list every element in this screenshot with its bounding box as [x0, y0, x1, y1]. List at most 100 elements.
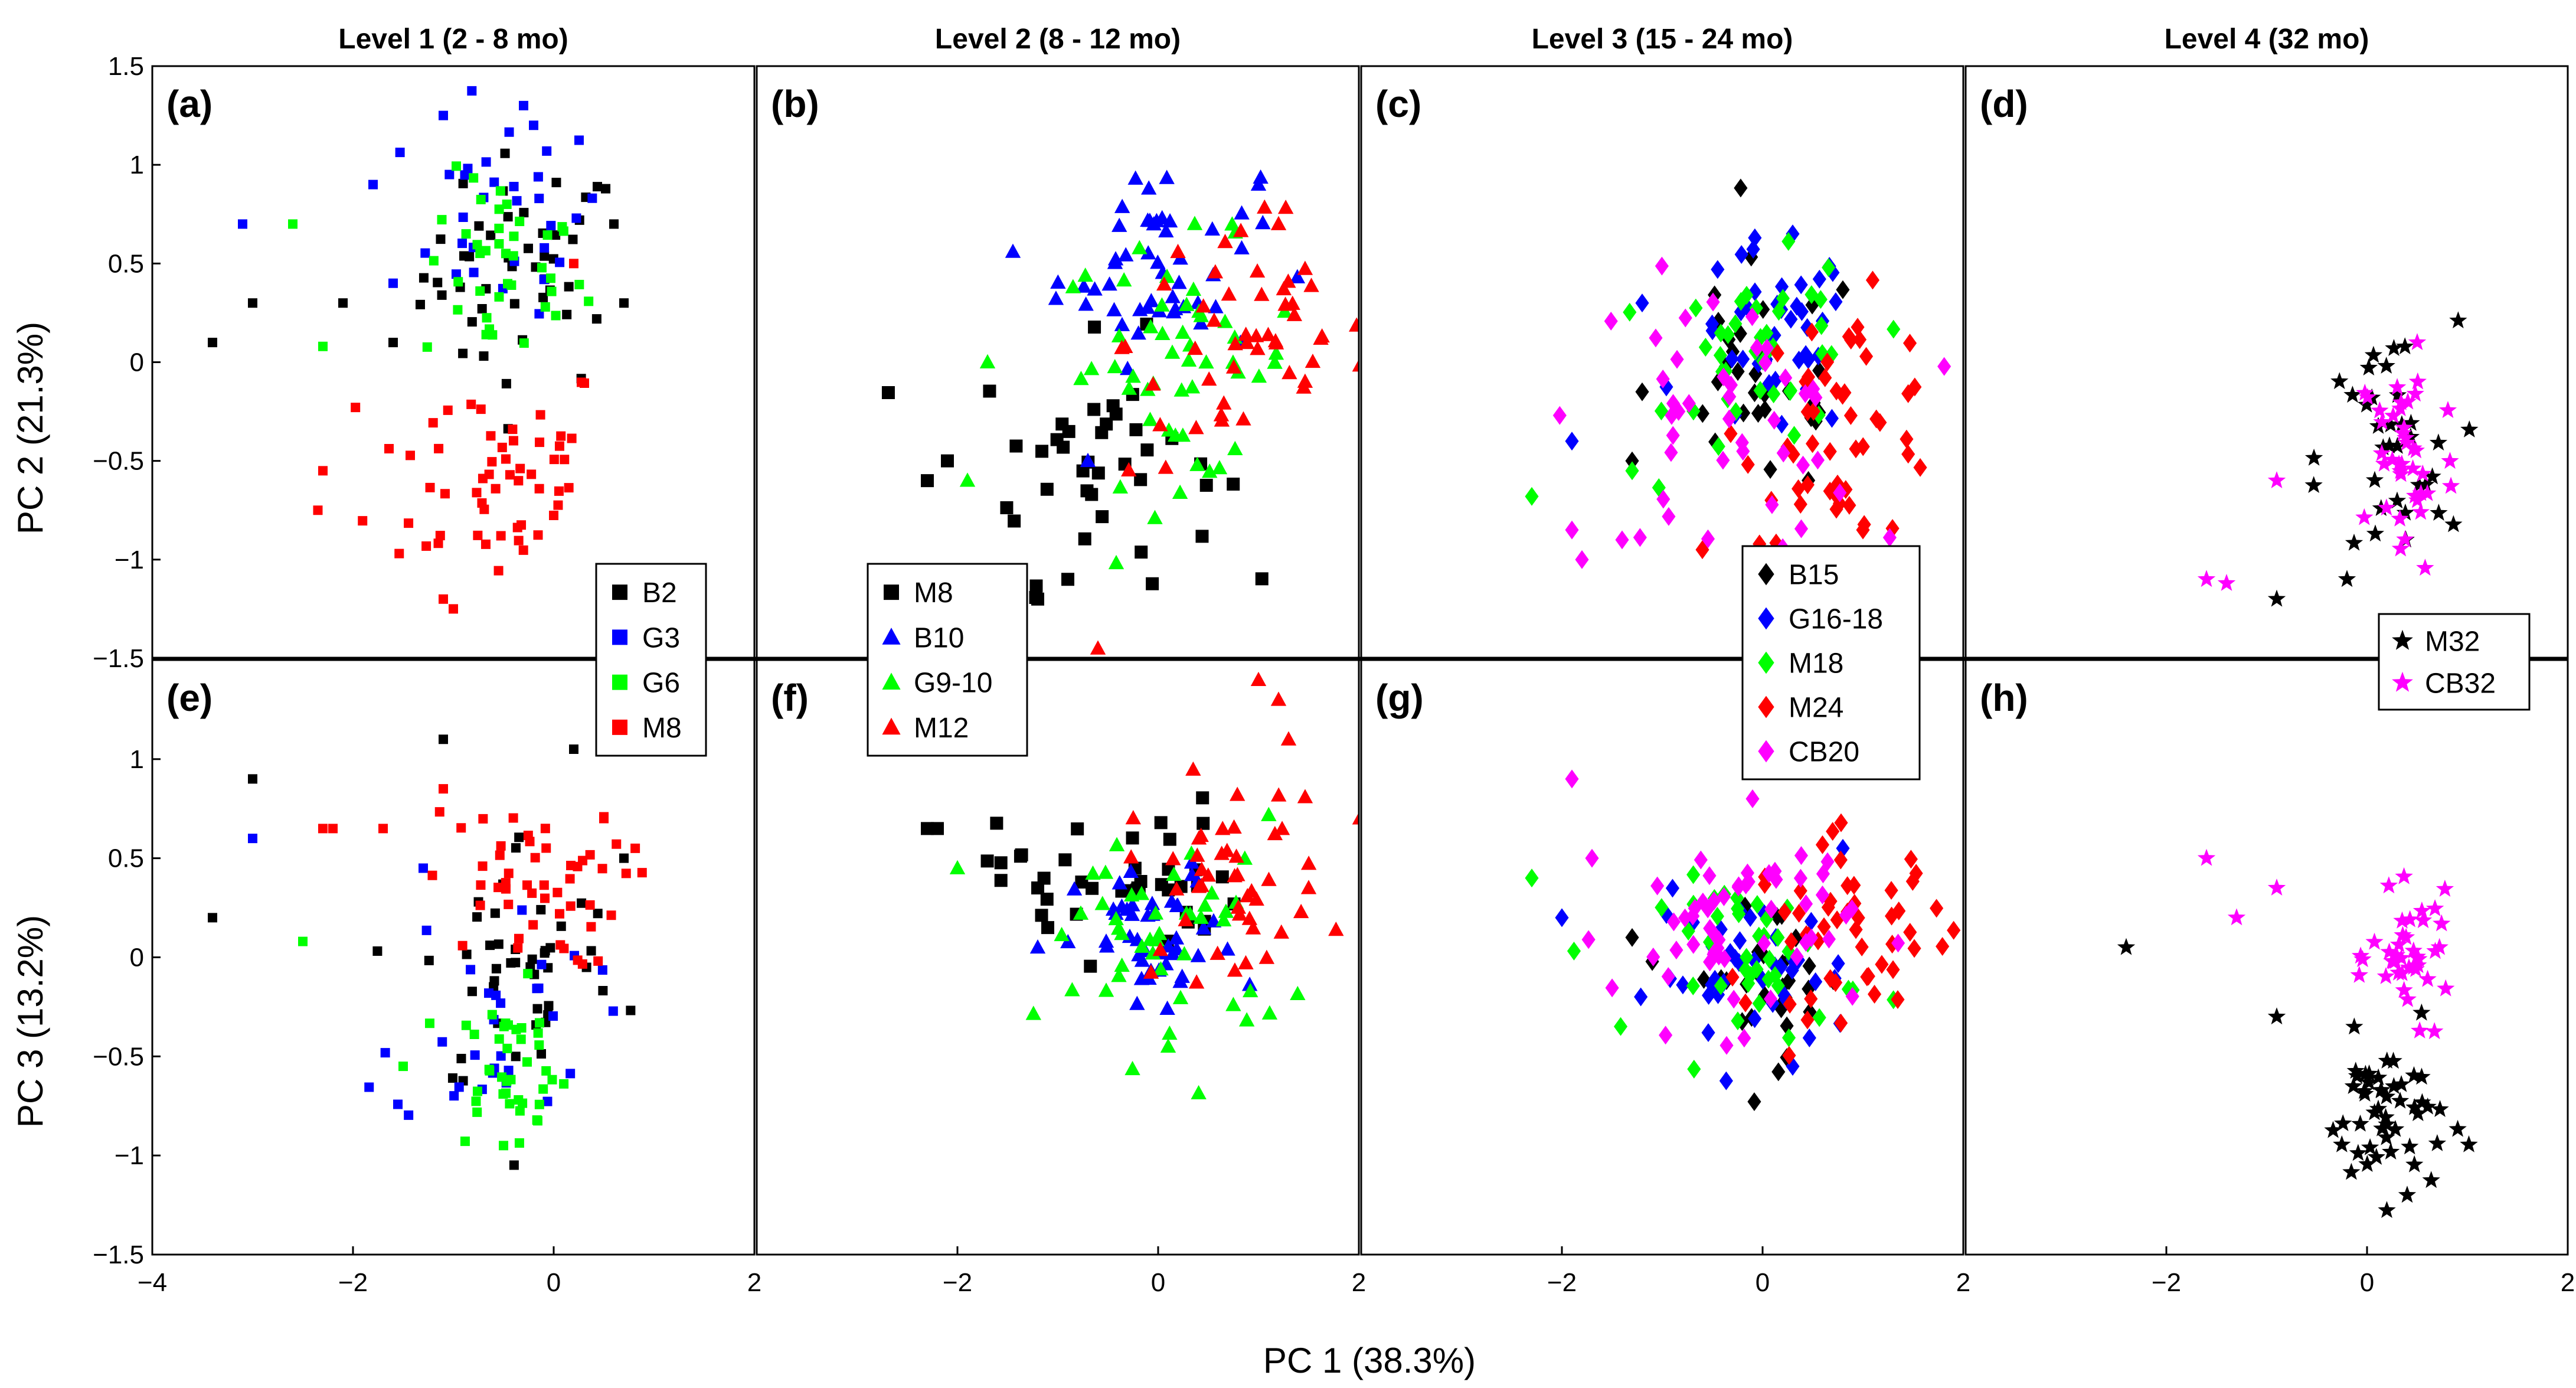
data-point-cb32 — [2395, 981, 2413, 998]
data-point-g9-10 — [1191, 1085, 1207, 1100]
data-point-cb32 — [2371, 401, 2389, 419]
data-point-cb32 — [2395, 867, 2413, 884]
data-point-m32 — [2304, 448, 2323, 466]
data-point-m32 — [2372, 1081, 2391, 1099]
data-point-m8 — [522, 880, 532, 890]
data-point-b2 — [248, 298, 257, 308]
data-point-m12 — [1227, 336, 1243, 351]
data-point-g16-18 — [1768, 956, 1782, 976]
data-point-b10 — [1241, 977, 1258, 991]
data-point-m32 — [2345, 1017, 2363, 1035]
y-tick-label: 0.5 — [108, 844, 144, 873]
data-point-b2 — [456, 1053, 466, 1063]
data-point-m18 — [1732, 904, 1746, 923]
data-point-b2 — [490, 908, 500, 918]
data-point-cb20 — [1585, 848, 1599, 868]
data-point-m8 — [472, 488, 482, 498]
data-point-cb20 — [1799, 894, 1813, 913]
legend-marker-m24 — [1758, 695, 1774, 719]
data-point-b2 — [208, 913, 217, 923]
data-point-m32 — [2413, 1093, 2431, 1111]
data-point-m24 — [1792, 904, 1806, 923]
panel-label: (f) — [771, 677, 809, 719]
y-tick-label: −1 — [115, 546, 144, 574]
data-point-m18 — [1681, 922, 1695, 941]
data-point-g6 — [522, 1057, 532, 1067]
legend-label-m12: M12 — [914, 713, 969, 744]
level-title: Level 3 (15 - 24 mo) — [1532, 24, 1793, 55]
data-point-g9-10 — [1085, 865, 1101, 880]
data-point-g9-10 — [1162, 1025, 1178, 1040]
data-point-m24 — [1903, 923, 1917, 942]
data-point-b2 — [447, 1073, 457, 1083]
data-point-g3 — [469, 267, 479, 277]
data-point-cb20 — [1581, 930, 1596, 949]
data-point-m24 — [1842, 495, 1856, 515]
data-point-m24 — [1769, 533, 1783, 553]
data-point-cb20 — [1793, 868, 1807, 888]
data-point-g3 — [489, 177, 499, 187]
data-point-m18 — [1750, 959, 1764, 979]
data-point-m12 — [1221, 286, 1237, 301]
data-point-b2 — [467, 317, 477, 327]
data-point-g16-18 — [1804, 912, 1818, 931]
data-point-g6 — [505, 1099, 515, 1109]
data-point-b10 — [1087, 281, 1103, 296]
data-point-g6 — [533, 1028, 543, 1038]
data-point-g3 — [542, 1096, 553, 1106]
data-point-m8 — [473, 530, 483, 540]
data-point-g3 — [546, 221, 556, 231]
data-point-m8 — [439, 784, 448, 794]
data-point-m8 — [1196, 791, 1209, 805]
data-point-m24 — [1829, 973, 1843, 992]
data-point-m24 — [1875, 955, 1889, 974]
data-point-cb20 — [1565, 769, 1579, 789]
legend-label-g6: G6 — [642, 668, 680, 699]
data-point-g6 — [475, 286, 485, 296]
data-point-m12 — [1273, 924, 1289, 939]
data-point-m8 — [533, 530, 543, 540]
data-point-m32 — [2396, 337, 2414, 355]
data-point-m12 — [1305, 353, 1321, 368]
data-point-m18 — [1752, 994, 1766, 1013]
data-point-m32 — [2410, 475, 2428, 493]
data-point-b2 — [551, 178, 561, 188]
data-point-b2 — [536, 904, 546, 915]
data-point-b2 — [424, 955, 434, 965]
data-point-g16-18 — [1555, 908, 1569, 927]
data-point-b2 — [586, 946, 596, 956]
data-point-cb20 — [1737, 1028, 1751, 1048]
data-point-g3 — [454, 1082, 464, 1092]
data-point-m12 — [1297, 260, 1313, 275]
y-tick-label: 1.5 — [108, 52, 144, 81]
data-point-cb32 — [2380, 942, 2398, 960]
data-point-m8 — [318, 824, 328, 834]
data-point-g6 — [452, 161, 462, 171]
data-point-g6 — [429, 256, 439, 266]
data-point-cb32 — [2425, 1022, 2444, 1040]
data-point-b2 — [577, 898, 587, 908]
data-point-m32 — [2405, 1098, 2424, 1115]
data-point-m12 — [1195, 298, 1211, 313]
data-point-m12 — [1258, 949, 1275, 964]
data-point-m24 — [1841, 876, 1855, 896]
data-point-m24 — [1800, 475, 1815, 495]
data-point-g6 — [534, 1018, 544, 1028]
data-point-m24 — [1784, 932, 1799, 951]
data-point-m32 — [2388, 386, 2407, 403]
legend-marker-b15 — [1758, 563, 1774, 586]
data-point-g6 — [453, 305, 463, 315]
data-point-m24 — [1891, 990, 1905, 1009]
data-point-m12 — [1230, 867, 1245, 881]
data-point-m24 — [1800, 402, 1815, 422]
data-point-g6 — [476, 194, 486, 204]
data-point-cb20 — [1604, 312, 1618, 331]
data-point-cb20 — [1758, 353, 1773, 373]
data-point-m8 — [1031, 881, 1044, 895]
legend-marker-g9-10 — [882, 672, 901, 690]
data-point-g6 — [501, 249, 511, 259]
data-point-b10 — [1127, 170, 1143, 185]
data-point-g6 — [472, 1086, 482, 1096]
data-point-b15 — [1774, 999, 1789, 1018]
